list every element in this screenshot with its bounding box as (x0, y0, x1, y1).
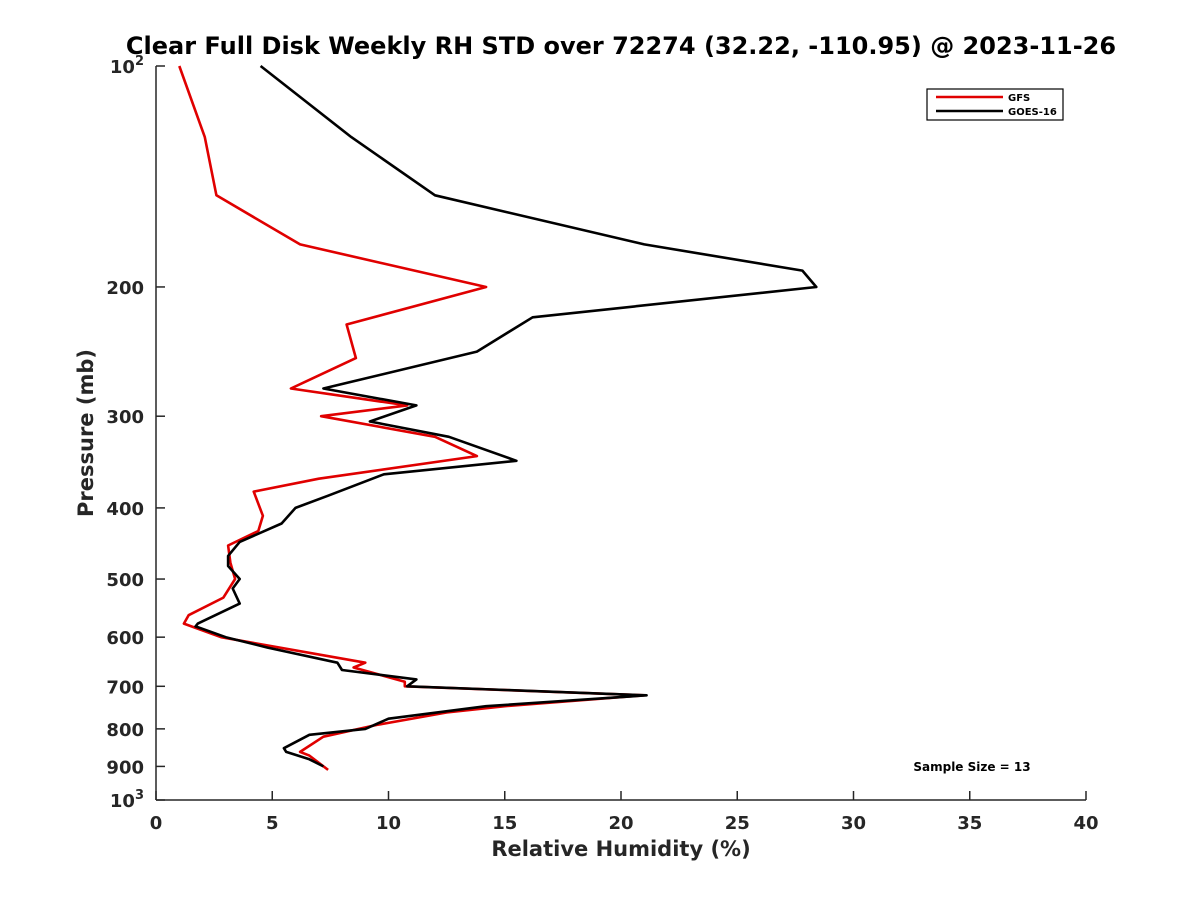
y-tick-label: 400 (106, 499, 144, 520)
y-tick-label: 102 (110, 54, 144, 78)
x-tick-label: 40 (1073, 813, 1098, 834)
y-tick-exponent: 3 (135, 788, 144, 803)
y-tick-base: 10 (110, 791, 135, 812)
y-tick-label: 800 (106, 720, 144, 741)
y-tick-label: 200 (106, 278, 144, 299)
series-line-goes16 (194, 64, 818, 768)
chart-title: Clear Full Disk Weekly RH STD over 72274… (126, 32, 1116, 60)
x-tick-label: 30 (841, 813, 866, 834)
x-tick-label: 10 (376, 813, 401, 834)
legend: GFS GOES-16 (926, 88, 1064, 121)
y-tick-label: 700 (106, 677, 144, 698)
x-tick-label: 25 (725, 813, 750, 834)
y-tick-label: 300 (106, 407, 144, 428)
series-line-gfs (178, 65, 646, 771)
axes (155, 66, 1086, 801)
y-tick-exponent: 2 (135, 54, 144, 69)
y-tick-label: 103 (110, 788, 144, 812)
y-tick-label: 500 (106, 570, 144, 591)
x-tick-label: 0 (150, 813, 163, 834)
legend-label-goes16: GOES-16 (1008, 107, 1057, 118)
series-layer (178, 64, 818, 771)
y-tick-base: 10 (110, 57, 135, 78)
legend-label-gfs: GFS (1008, 93, 1030, 104)
x-tick-label: 15 (492, 813, 517, 834)
y-axis-label: Pressure (mb) (74, 349, 98, 517)
x-tick-label: 20 (608, 813, 633, 834)
x-axis-label: Relative Humidity (%) (491, 837, 750, 861)
x-tick-label: 35 (957, 813, 982, 834)
legend-box (926, 88, 1064, 121)
sample-size-annotation: Sample Size = 13 (913, 760, 1030, 774)
x-ticks: 0 5 10 15 20 25 30 35 40 (150, 791, 1099, 834)
y-tick-label: 900 (106, 757, 144, 778)
x-tick-label: 5 (266, 813, 279, 834)
y-tick-label: 600 (106, 628, 144, 649)
